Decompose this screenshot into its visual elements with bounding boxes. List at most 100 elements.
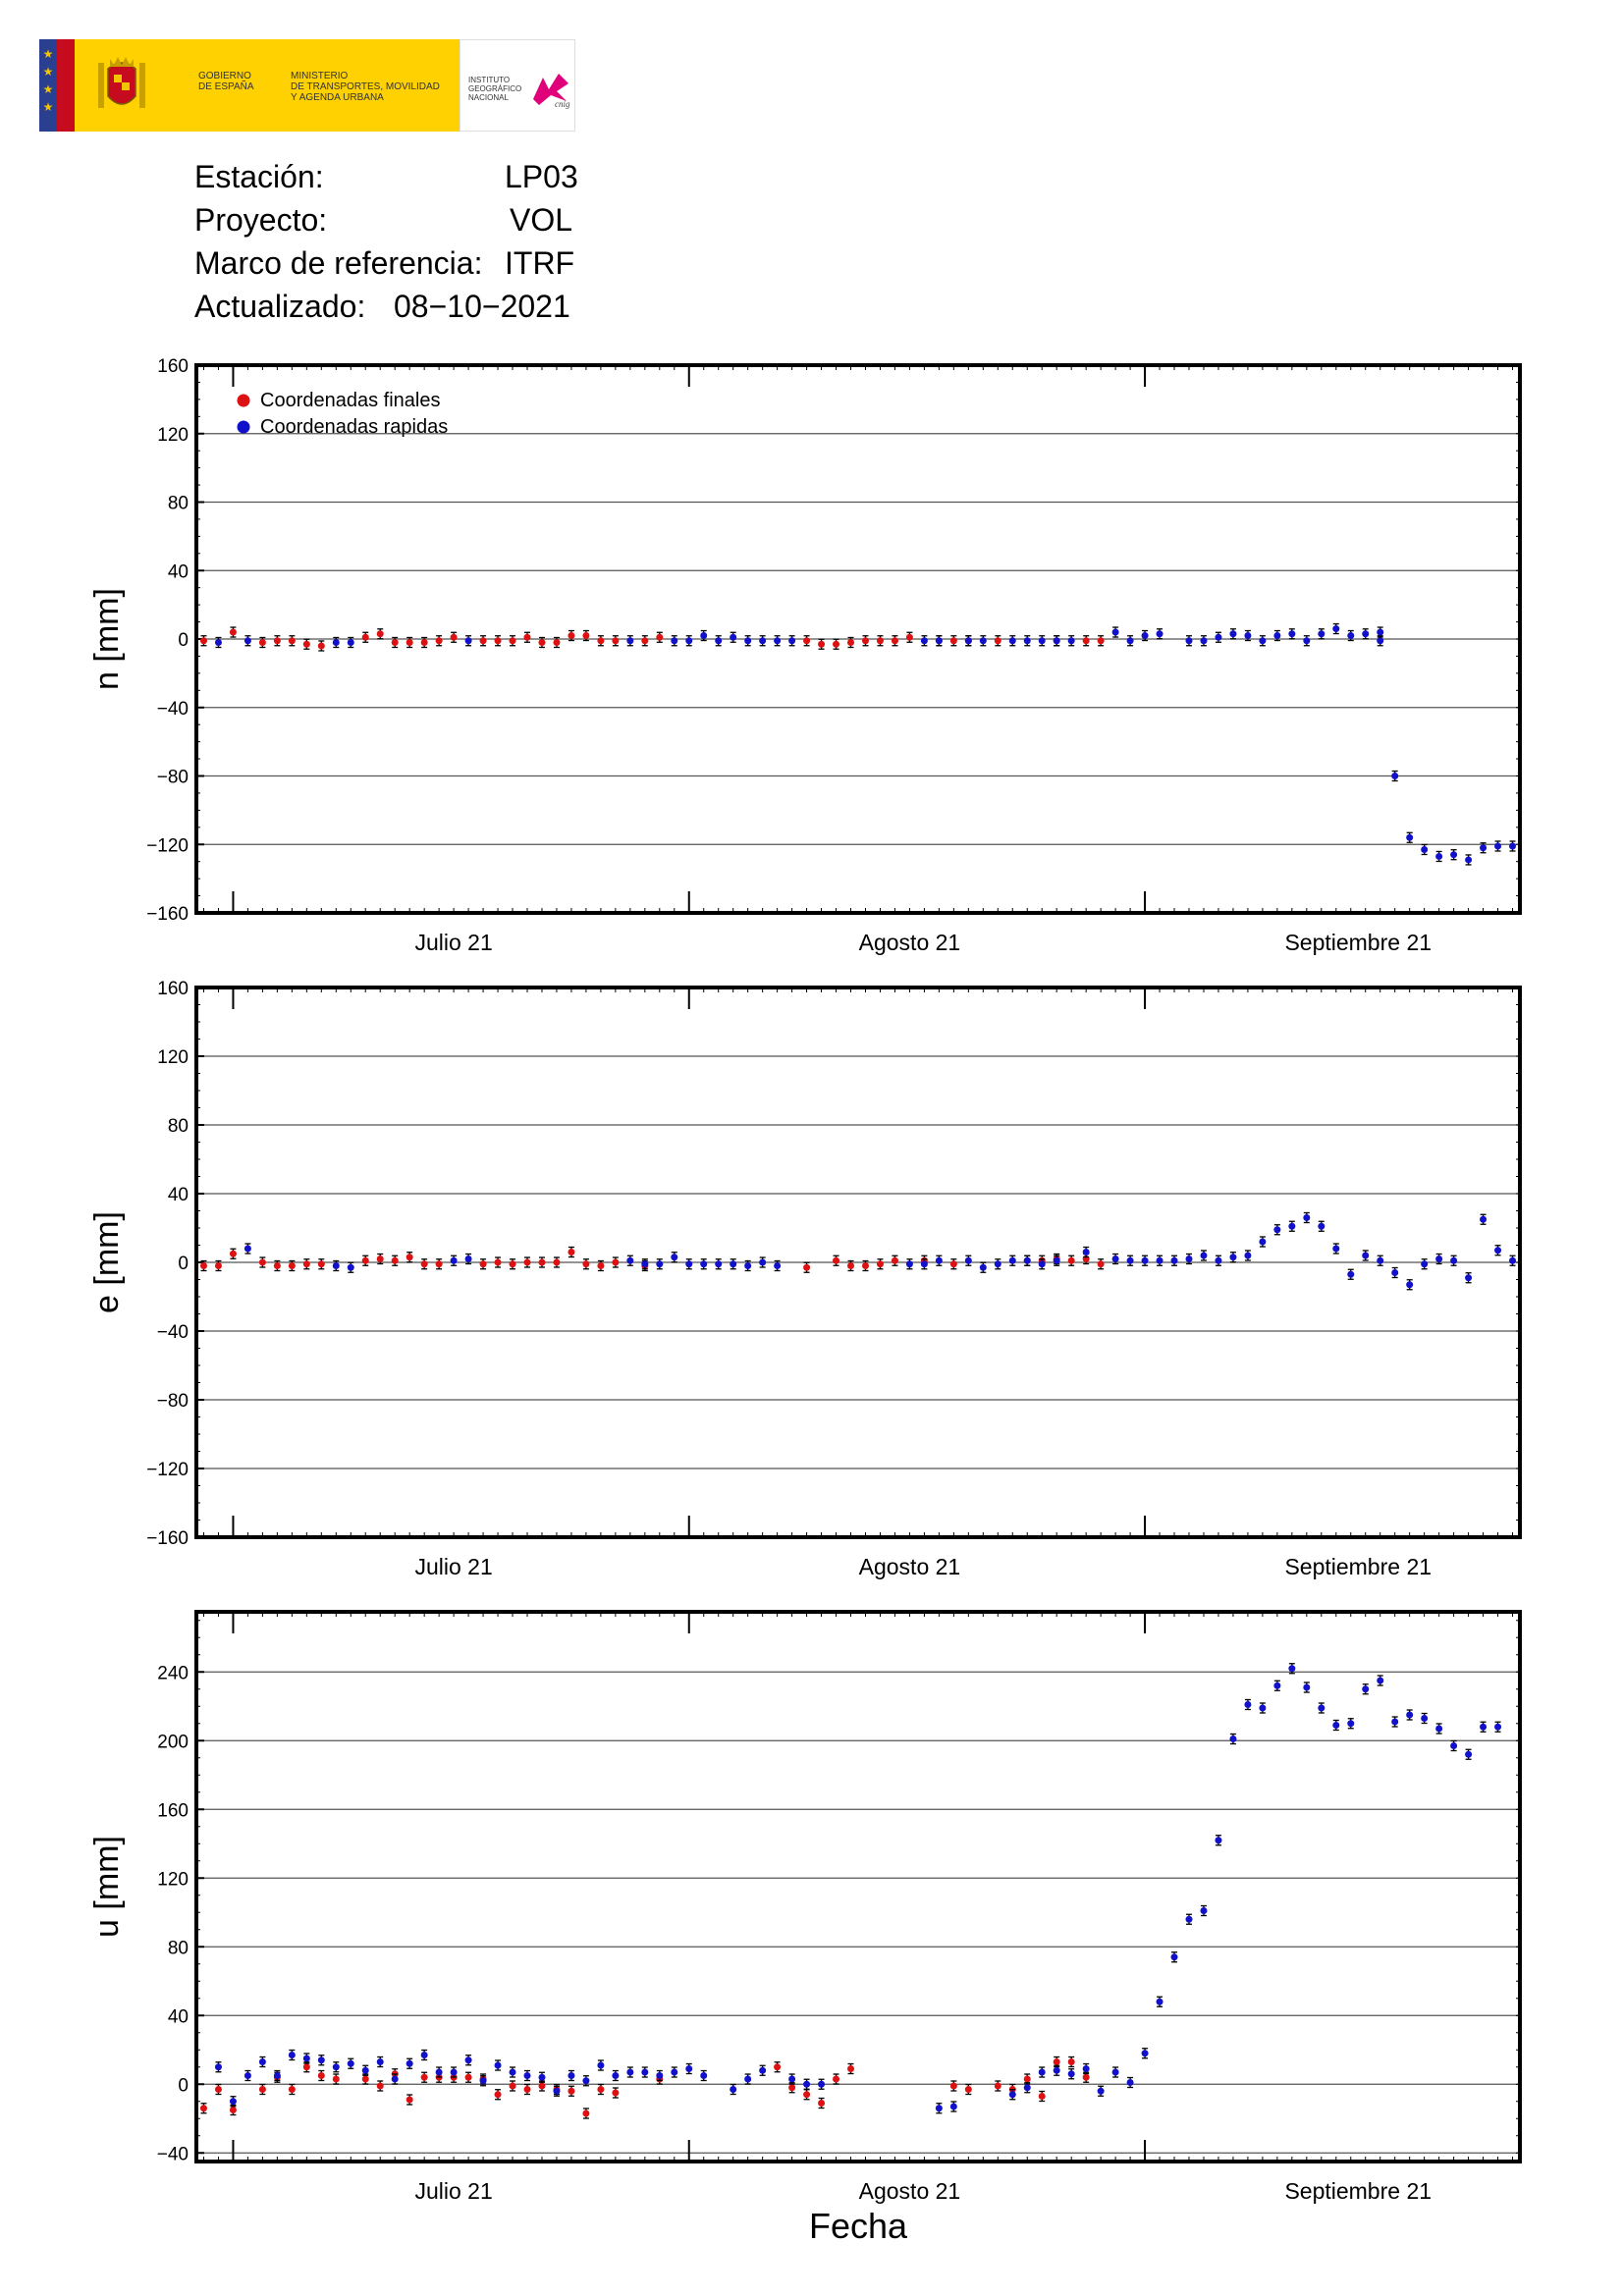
data-point [494, 2089, 502, 2101]
data-point [479, 635, 487, 647]
data-marker [1303, 637, 1311, 645]
data-point [788, 2073, 796, 2085]
data-marker [744, 1262, 752, 1269]
data-marker [1362, 630, 1370, 638]
data-marker [641, 1260, 649, 1268]
data-marker [568, 2087, 575, 2095]
data-marker [1141, 1256, 1149, 1264]
data-marker [656, 2072, 664, 2079]
data-marker [1082, 637, 1090, 645]
data-point [214, 2061, 222, 2073]
data-point [979, 635, 987, 647]
data-marker [302, 640, 310, 648]
data-marker [876, 637, 884, 645]
data-point [376, 628, 384, 640]
y-tick-label: −160 [146, 904, 189, 925]
data-marker [612, 2089, 620, 2097]
data-point [1494, 840, 1502, 852]
y-tick-label: −120 [146, 835, 189, 856]
legend-label: Coordenadas rapidas [260, 416, 448, 438]
data-marker [700, 1260, 708, 1268]
data-point [1053, 635, 1060, 647]
data-point [626, 1255, 634, 1266]
data-marker [1053, 2058, 1060, 2065]
data-point [1126, 635, 1134, 647]
data-marker [1259, 1704, 1267, 1712]
data-marker [949, 1260, 957, 1268]
data-marker [509, 637, 516, 645]
data-point [553, 636, 561, 649]
data-point [1450, 1739, 1458, 1752]
data-marker [479, 2077, 487, 2085]
data-marker [1156, 630, 1163, 638]
data-marker [1259, 637, 1267, 645]
data-point [730, 1258, 737, 1270]
data-marker [1362, 1252, 1370, 1259]
data-point [994, 635, 1001, 647]
series-finales [199, 626, 1105, 652]
data-marker [730, 1260, 737, 1268]
data-point [847, 1259, 855, 1272]
data-marker [1421, 1260, 1429, 1268]
data-marker [1023, 637, 1031, 645]
data-point [258, 2083, 266, 2096]
data-marker [656, 1260, 664, 1268]
data-marker [759, 2066, 767, 2074]
eu-flag-stripe: ★ ★ ★ ★ [39, 39, 75, 132]
data-marker [1067, 2070, 1075, 2078]
data-point [935, 635, 943, 647]
data-marker [1126, 637, 1134, 645]
data-point [302, 1258, 310, 1270]
data-point [685, 635, 693, 647]
data-marker [450, 2068, 458, 2076]
data-point [1362, 1683, 1370, 1695]
data-marker [332, 2063, 340, 2071]
data-marker [1156, 1998, 1163, 2005]
data-marker [258, 2086, 266, 2093]
plot-frame [194, 1610, 1522, 2163]
data-point [774, 2061, 782, 2073]
data-marker [671, 637, 678, 645]
data-marker [1111, 2068, 1119, 2076]
data-point [1362, 1250, 1370, 1261]
data-marker [818, 640, 826, 648]
data-marker [1303, 1683, 1311, 1691]
data-marker [450, 633, 458, 641]
data-point [1185, 1913, 1193, 1925]
data-marker [1170, 1953, 1178, 1961]
data-marker [435, 1260, 443, 1268]
y-tick-label: 160 [157, 979, 189, 999]
data-marker [288, 2052, 296, 2058]
data-marker [1215, 1256, 1222, 1264]
data-point [1008, 635, 1016, 647]
data-marker [1200, 1907, 1208, 1914]
estacion-label: Estación: [194, 159, 324, 194]
data-point [1259, 1702, 1267, 1714]
data-marker [361, 2066, 369, 2074]
data-marker [1406, 1281, 1414, 1289]
data-marker [818, 2100, 826, 2107]
data-marker [920, 637, 928, 645]
data-point [1170, 1255, 1178, 1266]
data-marker [1332, 625, 1340, 633]
data-point [214, 1259, 222, 1272]
y-tick-label: 240 [157, 1663, 189, 1683]
data-point [1332, 1719, 1340, 1732]
data-marker [1377, 628, 1384, 636]
data-marker [199, 1262, 207, 1269]
data-marker [523, 2086, 531, 2093]
data-point [1318, 1220, 1325, 1232]
data-point [1273, 1224, 1281, 1236]
ign-logo: INSTITUTO GEOGRÁFICO NACIONAL cnig [460, 39, 575, 132]
data-point [774, 635, 782, 647]
data-marker [730, 2086, 737, 2093]
data-point [1421, 1258, 1429, 1270]
data-point [568, 2069, 575, 2082]
data-marker [332, 638, 340, 646]
data-point [744, 635, 752, 647]
x-month-label: Agosto 21 [859, 1554, 961, 1579]
data-marker [1038, 637, 1046, 645]
data-marker [1215, 633, 1222, 641]
data-point [1141, 629, 1149, 642]
coat-of-arms-icon [98, 57, 145, 108]
